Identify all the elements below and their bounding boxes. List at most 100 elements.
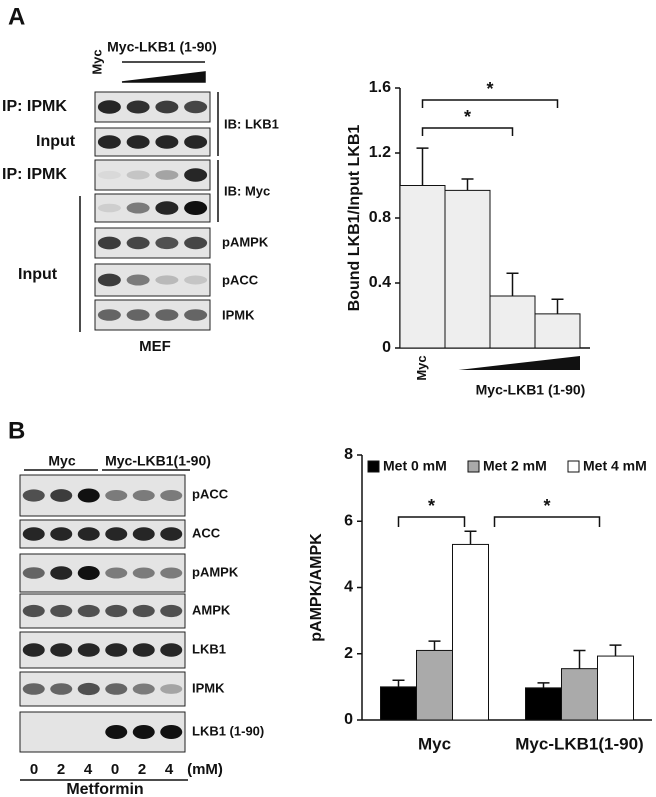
blot-band [50, 683, 73, 695]
lane-label: 4 [165, 761, 174, 778]
blot-strip [19, 519, 186, 549]
blot-band [77, 682, 100, 696]
row-label: IP: IPMK [2, 166, 67, 183]
blot-band [132, 490, 155, 501]
blot-band [97, 309, 121, 321]
blot-band [97, 100, 121, 114]
blot-band [132, 683, 155, 695]
bar [534, 313, 581, 349]
significance-bracket [397, 516, 466, 527]
lane-header: Myc-LKB1 (1-90) [107, 39, 217, 55]
y-tick-label: 2 [344, 645, 353, 662]
lane-header: Myc [89, 49, 104, 74]
legend-swatch [567, 460, 580, 473]
bar [525, 687, 562, 721]
row-label: ACC [192, 525, 221, 540]
error-bar [551, 298, 564, 314]
blot-band [105, 683, 128, 695]
ib-label: pACC [222, 272, 259, 287]
blot-band [50, 604, 73, 618]
blot-band [132, 527, 155, 541]
bar [380, 686, 417, 721]
blot-band [105, 725, 128, 739]
legend-label: Met 4 mM [583, 458, 647, 474]
blot-band [132, 643, 155, 657]
blot-strip [19, 553, 186, 593]
significance-bracket [421, 99, 559, 108]
blot-band [105, 527, 128, 541]
error-bar [464, 530, 477, 545]
panel-label: A [8, 3, 25, 30]
bar [489, 295, 536, 349]
error-bar [392, 679, 405, 687]
blot-band [77, 604, 100, 618]
blot-band [22, 567, 45, 579]
blot-band [184, 135, 208, 149]
blot-strip [19, 631, 186, 669]
blot-band [105, 490, 128, 501]
y-tick-label: 4 [344, 579, 353, 596]
blot-band [132, 725, 155, 739]
blot-band [105, 567, 128, 579]
blot-band [22, 643, 45, 657]
bar [399, 185, 446, 349]
significance-label: * [543, 496, 550, 516]
blot-band [77, 566, 100, 580]
lane-label: 2 [57, 761, 65, 778]
blot-band [184, 275, 208, 285]
blot-band [97, 236, 121, 250]
blot-band [160, 567, 183, 579]
treatment-label: Metformin [66, 781, 143, 797]
y-axis-label: Bound LKB1/Input LKB1 [346, 125, 363, 312]
bar [416, 649, 453, 721]
blot-band [184, 201, 208, 215]
blot-band [160, 604, 183, 618]
y-tick-label: 1.6 [369, 79, 391, 96]
ib-label: IB: LKB1 [224, 116, 279, 131]
cell-label: MEF [139, 338, 171, 355]
blot-band [105, 604, 128, 618]
blot-band [126, 202, 150, 214]
row-label: pACC [192, 486, 229, 501]
significance-label: * [486, 79, 493, 99]
error-bar [506, 272, 519, 296]
y-tick-label: 6 [344, 512, 353, 529]
blot-band [132, 604, 155, 618]
blot-band [160, 527, 183, 541]
blot-band [50, 489, 73, 502]
blot-strip [19, 474, 186, 517]
blot-band [155, 236, 179, 250]
blot-band [77, 527, 100, 541]
significance-bracket [493, 516, 601, 527]
blot-band [97, 273, 121, 287]
blot-decor [20, 61, 219, 781]
blot-band [155, 135, 179, 149]
unit-label: (mM) [187, 761, 223, 778]
ib-label: pAMPK [222, 234, 269, 249]
row-label: LKB1 (1-90) [192, 723, 264, 738]
row-label: Input [36, 133, 76, 150]
row-label: Input [18, 266, 58, 283]
group-label: Myc-LKB1(1-90) [105, 453, 211, 469]
blot-band [155, 275, 179, 285]
blot-strip [19, 711, 186, 753]
blot-band [50, 527, 73, 541]
blot-band [97, 135, 121, 149]
blot-band [155, 201, 179, 215]
blot-band [126, 100, 150, 114]
error-bar [416, 147, 429, 186]
blot-band [160, 684, 183, 694]
blot-band [155, 309, 179, 321]
y-tick-label: 0.4 [369, 274, 391, 291]
dose-triangle [458, 356, 580, 370]
x-tick-label: Myc [418, 734, 451, 753]
blot-strip [19, 671, 186, 707]
blot-band [97, 170, 121, 180]
y-tick-label: 0 [382, 339, 391, 356]
blot-band [184, 100, 208, 114]
bar [452, 543, 489, 721]
blot-band [50, 643, 73, 657]
blot-band [155, 100, 179, 114]
blot-band [22, 489, 45, 502]
